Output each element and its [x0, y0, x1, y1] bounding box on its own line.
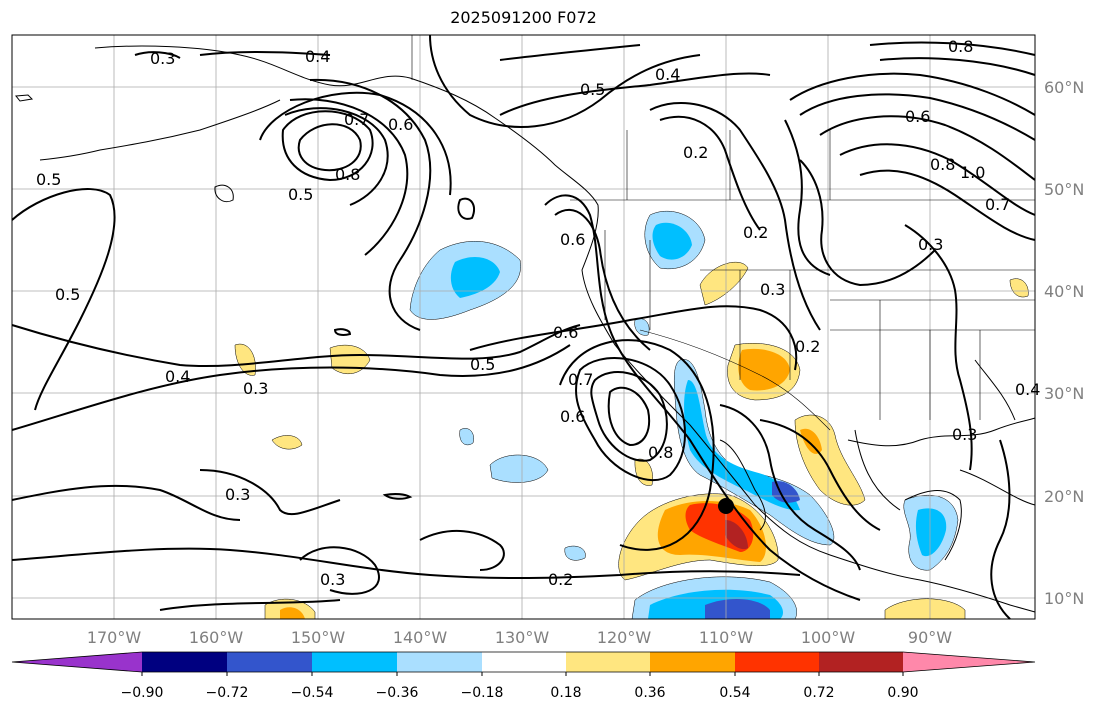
- contour-label: 0.5: [470, 355, 495, 374]
- contour-label: 0.7: [344, 110, 369, 129]
- colorbar-tick-label: 0.54: [719, 685, 750, 701]
- colorbar-tick-label: 0.90: [887, 685, 918, 701]
- contour-label: 0.8: [335, 165, 360, 184]
- lon-label: 90°W: [908, 628, 952, 647]
- map-area: [12, 35, 1035, 619]
- negative-shading: [409, 210, 959, 620]
- colorbar-tick-label: −0.90: [121, 685, 164, 701]
- contour-label: 0.4: [1015, 380, 1040, 399]
- contour-label: 0.3: [320, 570, 345, 589]
- colorbar-tick-labels: −0.90 −0.72 −0.54 −0.36 −0.18 0.18 0.36 …: [121, 685, 919, 701]
- contour-label: 0.8: [948, 37, 973, 56]
- contour-label: 0.5: [288, 185, 313, 204]
- contour-label: 0.3: [952, 425, 977, 444]
- colorbar-segment: [312, 652, 397, 672]
- colorbar: [11, 651, 1036, 676]
- colorbar-segment: [819, 652, 903, 672]
- contour-lines: [11, 34, 1036, 620]
- contour-label: 0.3: [760, 280, 785, 299]
- contour-label: 0.8: [930, 155, 955, 174]
- map-frame: [11, 34, 1036, 620]
- contour-label: 0.6: [905, 107, 930, 126]
- contour-label: 0.2: [683, 143, 708, 162]
- colorbar-segment: [227, 652, 312, 672]
- contour-label: 0.3: [918, 235, 943, 254]
- lon-label: 120°W: [597, 628, 652, 647]
- contour-label: 0.2: [743, 223, 768, 242]
- lon-label: 150°W: [291, 628, 346, 647]
- colorbar-segment: [142, 652, 227, 672]
- contour-label: 0.4: [305, 47, 330, 66]
- lon-label: 140°W: [393, 628, 448, 647]
- contour-label: 0.8: [648, 443, 673, 462]
- lat-label: 10°N: [1044, 589, 1084, 608]
- coastlines: [15, 45, 1036, 613]
- colorbar-segment: [482, 652, 566, 672]
- colorbar-tick-label: −0.18: [461, 685, 504, 701]
- colorbar-tick-label: −0.72: [206, 685, 249, 701]
- lon-label: 170°W: [87, 628, 142, 647]
- colorbar-tick-label: 0.72: [803, 685, 834, 701]
- contour-label: 0.2: [548, 570, 573, 589]
- contour-label: 0.6: [560, 230, 585, 249]
- political-borders: [411, 35, 1035, 431]
- colorbar-tick-label: 0.18: [550, 685, 581, 701]
- lat-label: 20°N: [1044, 487, 1084, 506]
- colorbar-tick-label: −0.36: [376, 685, 419, 701]
- map-title: 2025091200 F072: [450, 8, 597, 27]
- colorbar-extend-low: [12, 652, 142, 672]
- lat-label: 50°N: [1044, 180, 1084, 199]
- colorbar-extend-high: [903, 652, 1035, 672]
- lat-label: 30°N: [1044, 384, 1084, 403]
- gridlines: [12, 35, 1035, 619]
- positive-shading: [234, 261, 1029, 620]
- lat-label: 40°N: [1044, 282, 1084, 301]
- contour-label: 0.6: [560, 407, 585, 426]
- contour-label: 0.4: [655, 65, 680, 84]
- contour-label: 0.3: [243, 379, 268, 398]
- contour-label: 0.2: [795, 337, 820, 356]
- latitude-labels: 60°N 50°N 40°N 30°N 20°N 10°N: [1044, 78, 1084, 608]
- colorbar-segment: [735, 652, 819, 672]
- contour-label: 0.7: [568, 370, 593, 389]
- colorbar-tick-label: 0.36: [634, 685, 665, 701]
- contour-label: 0.5: [36, 170, 61, 189]
- lon-label: 130°W: [495, 628, 550, 647]
- contour-labels: 0.3 0.4 0.5 0.7 0.6 0.8 0.5 0.5 0.6 0.4 …: [36, 37, 1040, 589]
- contour-label: 0.3: [225, 485, 250, 504]
- contour-label: 0.5: [580, 80, 605, 99]
- longitude-labels: 170°W 160°W 150°W 140°W 130°W 120°W 110°…: [87, 628, 952, 647]
- contour-label: 0.3: [150, 49, 175, 68]
- contour-label: 0.4: [165, 367, 190, 386]
- colorbar-tick-label: −0.54: [291, 685, 334, 701]
- contour-label: 0.5: [55, 285, 80, 304]
- lon-label: 110°W: [699, 628, 754, 647]
- colorbar-segment: [397, 652, 482, 672]
- contour-label: 0.6: [553, 323, 578, 342]
- contour-label: 0.6: [388, 115, 413, 134]
- lat-label: 60°N: [1044, 78, 1084, 97]
- contour-label: 1.0: [960, 163, 985, 182]
- storm-center-marker: [718, 498, 734, 514]
- contour-label: 0.7: [985, 195, 1010, 214]
- colorbar-segment: [650, 652, 735, 672]
- lon-label: 160°W: [189, 628, 244, 647]
- colorbar-segment: [566, 652, 650, 672]
- lon-label: 100°W: [801, 628, 856, 647]
